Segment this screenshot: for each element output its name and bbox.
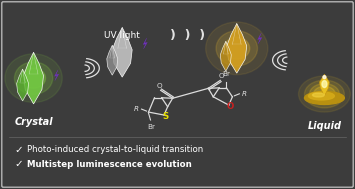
Text: Photo-induced crystal-to-liquid transition: Photo-induced crystal-to-liquid transiti… <box>27 145 203 154</box>
Text: R: R <box>134 106 139 112</box>
Polygon shape <box>55 70 59 81</box>
Ellipse shape <box>312 93 324 97</box>
Polygon shape <box>258 33 262 44</box>
Ellipse shape <box>305 91 344 105</box>
Text: )  )  ): ) ) ) <box>170 29 206 42</box>
Text: Br: Br <box>223 71 230 77</box>
Polygon shape <box>143 38 147 49</box>
Polygon shape <box>17 69 29 101</box>
Text: ✓: ✓ <box>14 145 23 155</box>
Text: O: O <box>218 74 224 79</box>
Ellipse shape <box>299 76 350 112</box>
Text: R: R <box>242 91 247 97</box>
Ellipse shape <box>216 31 257 66</box>
Polygon shape <box>23 52 44 104</box>
Ellipse shape <box>308 92 334 100</box>
Text: Multistep luminescence evolution: Multistep luminescence evolution <box>27 160 191 169</box>
Text: Crystal: Crystal <box>14 117 53 127</box>
Polygon shape <box>112 27 132 77</box>
Ellipse shape <box>323 76 326 79</box>
Ellipse shape <box>206 22 268 75</box>
Ellipse shape <box>310 84 339 105</box>
Ellipse shape <box>305 80 344 108</box>
Ellipse shape <box>15 62 53 94</box>
Text: UV light: UV light <box>104 31 140 40</box>
Polygon shape <box>220 41 231 71</box>
Text: Liquid: Liquid <box>307 121 342 131</box>
Text: S: S <box>162 112 168 121</box>
Ellipse shape <box>22 68 45 88</box>
Ellipse shape <box>5 54 62 102</box>
Text: ✓: ✓ <box>14 160 23 170</box>
Polygon shape <box>320 74 329 96</box>
Ellipse shape <box>322 81 327 88</box>
Ellipse shape <box>313 86 335 102</box>
Polygon shape <box>227 23 247 73</box>
Text: O: O <box>226 102 234 111</box>
Text: Br: Br <box>147 124 155 130</box>
Text: O: O <box>157 83 163 89</box>
Ellipse shape <box>224 37 250 59</box>
Polygon shape <box>107 45 118 75</box>
